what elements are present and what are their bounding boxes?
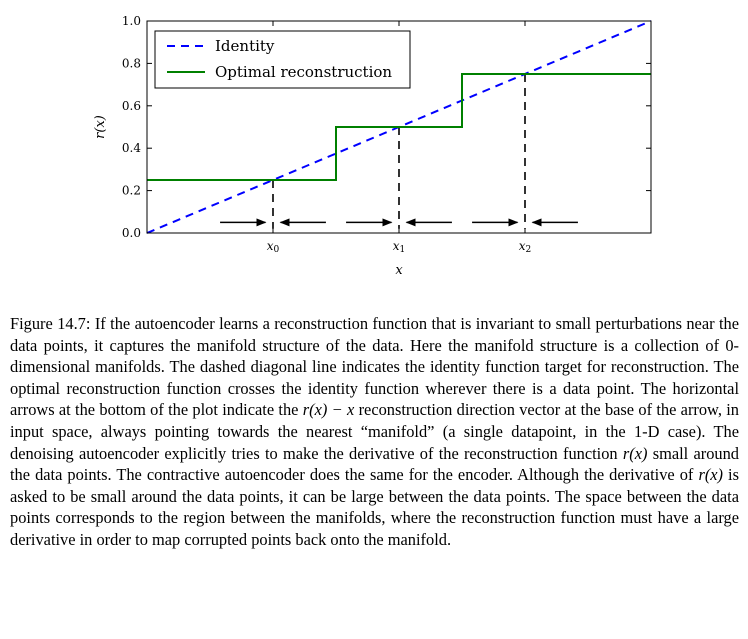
legend-label-0: Identity [215,37,275,55]
x-tick-label-2: x2 [519,239,532,255]
caption-math-2: r(x) [622,443,648,463]
x-tick-label-1: x1 [393,239,406,255]
y-tick-label-3: 0.6 [122,99,141,113]
y-tick-label-1: 0.2 [122,184,141,198]
caption-text-3: small around the data points. The contra… [10,443,739,485]
y-axis-label: r(x) [93,115,108,139]
x-tick-label-0: x0 [267,239,280,255]
x-axis-label: x [395,263,403,278]
legend-label-1: Optimal reconstruction [215,63,392,81]
y-tick-label-2: 0.4 [122,141,141,155]
series-line-optimal-reconstruction [147,73,651,181]
figure-caption: Figure 14.7: If the autoencoder learns a… [10,313,739,551]
legend-box [154,30,411,89]
figure: 0.0 0.2 0.4 0.6 0.8 1.0 x0 x1 x2 x r(x) Identity Opt… [0,0,748,300]
caption-label: Figure 14.7: [10,314,91,333]
caption-text-4: is asked to be small around the data poi… [10,465,739,549]
caption-text-2: reconstruction direction vector at the b… [10,400,739,463]
y-tick-label-5: 1.0 [122,14,141,28]
caption-text-1: If the autoencoder learns a reconstructi… [10,314,739,420]
reconstruction-chart: 0.0 0.2 0.4 0.6 0.8 1.0 x0 x1 x2 x r(x) Identity Opt… [93,14,652,278]
y-tick-label-4: 0.8 [122,56,141,70]
caption-math-1: r(x) − x [302,400,355,420]
y-tick-label-0: 0.0 [122,226,141,240]
caption-math-3: r(x) [698,465,724,485]
